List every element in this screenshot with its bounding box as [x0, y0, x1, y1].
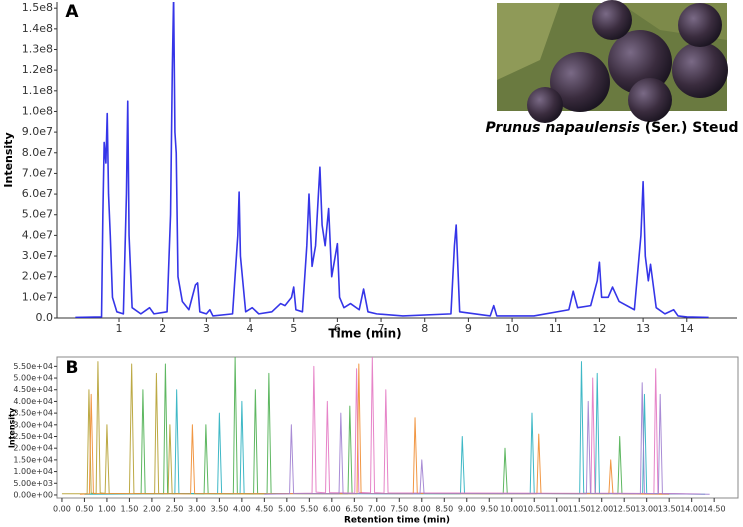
x-tick-label: 2.50 — [165, 505, 183, 514]
x-tick-label: 14.50 — [703, 505, 726, 514]
y-tick-label: 1.50e+04 — [13, 455, 53, 464]
x-tick-label: 3.00 — [188, 505, 206, 514]
caption-authority: (Ser.) Steud — [645, 120, 739, 136]
x-tick-label: 10.00 — [500, 505, 523, 514]
x-tick-label: 1.00 — [98, 505, 116, 514]
x-tick-label: 8.50 — [435, 505, 453, 514]
y-tick-label: 5.00e+04 — [13, 374, 53, 383]
x-tick-label: 14.00 — [680, 505, 703, 514]
x-axis-label: Time (min) — [328, 327, 401, 341]
photo — [497, 0, 728, 123]
panel-label: B — [66, 358, 79, 378]
x-tick-label: 12.00 — [590, 505, 613, 514]
y-tick-label: 2.00e+04 — [13, 444, 53, 453]
x-tick-label: 0.00 — [53, 505, 71, 514]
x-tick-label: 7.00 — [368, 505, 386, 514]
y-tick-label: 9.0e7 — [22, 125, 53, 138]
x-tick-label: 2.00 — [143, 505, 161, 514]
x-tick-label: 6.00 — [323, 505, 341, 514]
x-tick-label: 3.50 — [210, 505, 228, 514]
panel-label: A — [65, 2, 79, 22]
y-tick-label: 1.0e7 — [22, 290, 53, 303]
x-tick-label: 10 — [505, 322, 519, 335]
x-tick-label: 9.00 — [458, 505, 476, 514]
y-tick-label: 0.0 — [36, 311, 54, 324]
y-tick-label: 3.00e+04 — [13, 420, 53, 429]
x-tick-label: 4.00 — [233, 505, 251, 514]
x-tick-label: 9.50 — [480, 505, 498, 514]
y-tick-label: 0.00e+00 — [13, 490, 53, 499]
x-tick-label: 7.50 — [390, 505, 408, 514]
y-axis-label: Intensity — [8, 407, 17, 448]
y-tick-label: 3.0e7 — [22, 249, 53, 262]
x-tick-label: 12 — [592, 322, 606, 335]
caption-species: Prunus napaulensis — [485, 120, 639, 136]
x-tick-label: 5 — [290, 322, 297, 335]
y-tick-label: 1.3e8 — [22, 43, 53, 56]
x-tick-label: 8.00 — [413, 505, 431, 514]
x-tick-label: 1.50 — [121, 505, 139, 514]
trace — [75, 2, 709, 318]
y-tick-label: 1.00e+04 — [13, 467, 53, 476]
plot-frame — [56, 356, 739, 499]
y-tick-label: 7.0e7 — [22, 166, 53, 179]
x-tick-label: 1 — [116, 322, 123, 335]
y-tick-label: 5.50e+04 — [13, 362, 53, 371]
x-tick-label: 9 — [465, 322, 472, 335]
y-tick-label: 1.1e8 — [22, 84, 53, 97]
y-tick-label: 2.50e+04 — [13, 432, 53, 441]
x-tick-label: 10.50 — [523, 505, 546, 514]
x-tick-label: 0.50 — [76, 505, 94, 514]
y-tick-label: 5.00e+03 — [13, 479, 53, 488]
x-tick-label: 12.50 — [613, 505, 636, 514]
y-tick-label: 1.5e8 — [22, 1, 53, 14]
y-tick-label: 1.4e8 — [22, 22, 53, 35]
y-tick-label: 3.50e+04 — [13, 409, 53, 418]
x-tick-label: 11.50 — [568, 505, 591, 514]
x-tick-label: 13.50 — [658, 505, 681, 514]
y-tick-label: 2.0e7 — [22, 270, 53, 283]
caption: Prunus napaulensis (Ser.) Steud — [485, 120, 738, 136]
y-tick-label: 5.0e7 — [22, 208, 53, 221]
x-tick-label: 6.50 — [345, 505, 363, 514]
x-tick-label: 3 — [203, 322, 210, 335]
y-tick-label: 8.0e7 — [22, 146, 53, 159]
x-tick-label: 7 — [378, 322, 385, 335]
x-tick-label: 8 — [421, 322, 428, 335]
trace — [264, 382, 710, 495]
x-tick-label: 5.00 — [278, 505, 296, 514]
x-tick-label: 4 — [247, 322, 254, 335]
y-tick-label: 1.2e8 — [22, 63, 53, 76]
x-tick-label: 11 — [549, 322, 563, 335]
y-tick-label: 4.0e7 — [22, 228, 53, 241]
x-tick-label: 13 — [636, 322, 650, 335]
x-tick-label: 11.00 — [545, 505, 568, 514]
x-tick-label: 14 — [680, 322, 694, 335]
x-tick-label: 6 — [334, 322, 341, 335]
x-tick-label: 4.50 — [255, 505, 273, 514]
x-tick-label: 2 — [159, 322, 166, 335]
plot-area — [75, 2, 709, 318]
y-axis-label: Intensity — [2, 132, 15, 187]
x-tick-label: 13.00 — [635, 505, 658, 514]
y-tick-label: 1.0e8 — [22, 104, 53, 117]
trace — [84, 357, 692, 495]
x-axis-label: Retention time (min) — [344, 516, 450, 526]
y-tick-label: 6.0e7 — [22, 187, 53, 200]
x-tick-label: 5.50 — [300, 505, 318, 514]
y-tick-label: 4.50e+04 — [13, 385, 53, 394]
plot-area — [61, 357, 710, 495]
y-tick-label: 4.00e+04 — [13, 397, 53, 406]
